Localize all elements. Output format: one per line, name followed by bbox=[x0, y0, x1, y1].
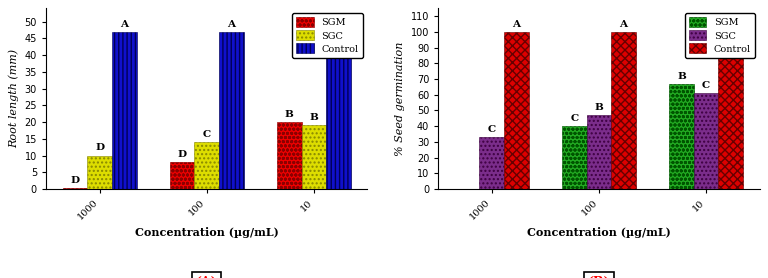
Text: D: D bbox=[95, 143, 104, 152]
Text: C: C bbox=[203, 130, 210, 139]
Bar bbox=[112, 32, 137, 189]
Bar bbox=[562, 126, 587, 189]
Text: (B): (B) bbox=[588, 276, 611, 278]
Bar bbox=[669, 84, 694, 189]
Bar bbox=[718, 32, 743, 189]
Text: C: C bbox=[702, 81, 710, 90]
Bar bbox=[277, 122, 302, 189]
Bar bbox=[587, 115, 611, 189]
Text: B: B bbox=[285, 110, 293, 119]
Text: A: A bbox=[335, 19, 343, 29]
Legend: SGM, SGC, Control: SGM, SGC, Control bbox=[684, 13, 755, 58]
Bar bbox=[694, 93, 718, 189]
Text: D: D bbox=[177, 150, 187, 159]
Y-axis label: Root length (mm): Root length (mm) bbox=[8, 49, 19, 148]
Bar bbox=[611, 32, 636, 189]
Bar bbox=[504, 32, 528, 189]
Bar bbox=[170, 162, 194, 189]
Text: D: D bbox=[71, 176, 79, 185]
X-axis label: Concentration (µg/mL): Concentration (µg/mL) bbox=[527, 227, 670, 239]
Text: (A): (A) bbox=[196, 276, 217, 278]
Bar bbox=[479, 137, 504, 189]
Bar bbox=[302, 125, 326, 189]
Bar bbox=[194, 142, 219, 189]
Text: A: A bbox=[512, 20, 521, 29]
X-axis label: Concentration (µg/mL): Concentration (µg/mL) bbox=[135, 227, 279, 239]
Text: B: B bbox=[310, 113, 318, 122]
Y-axis label: % Seed germination: % Seed germination bbox=[396, 41, 406, 156]
Bar bbox=[219, 32, 243, 189]
Bar bbox=[88, 156, 112, 189]
Text: A: A bbox=[727, 20, 735, 29]
Text: A: A bbox=[121, 19, 128, 29]
Text: A: A bbox=[620, 20, 627, 29]
Bar bbox=[62, 188, 88, 189]
Text: C: C bbox=[570, 114, 578, 123]
Legend: SGM, SGC, Control: SGM, SGC, Control bbox=[293, 13, 362, 58]
Text: B: B bbox=[594, 103, 604, 112]
Text: B: B bbox=[677, 71, 686, 81]
Bar bbox=[326, 32, 351, 189]
Text: A: A bbox=[227, 19, 235, 29]
Text: C: C bbox=[488, 125, 496, 134]
